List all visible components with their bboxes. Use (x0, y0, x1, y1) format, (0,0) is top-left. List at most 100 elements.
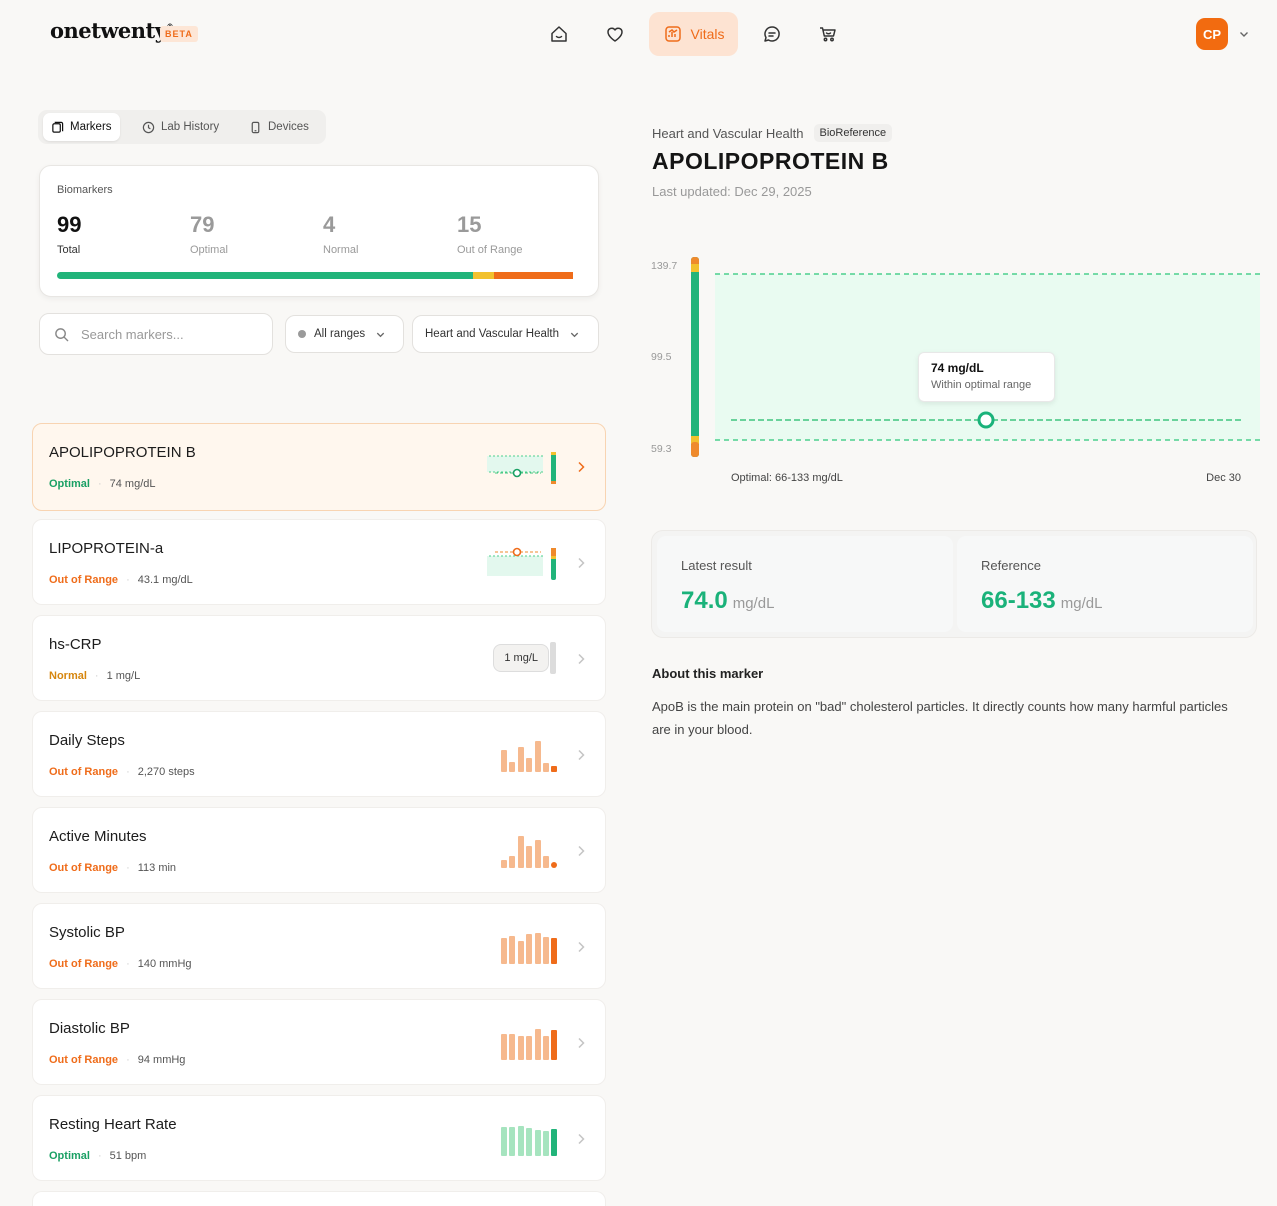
beta-badge: BETA (160, 26, 198, 42)
search-placeholder: Search markers... (81, 326, 184, 342)
nav-health-button[interactable] (593, 12, 637, 56)
chevron-right-icon (578, 749, 585, 761)
value-pill: 1 mg/L (493, 644, 549, 672)
nav-home-button[interactable] (537, 12, 581, 56)
marker-row-lipoprotein-a[interactable]: LIPOPROTEIN-a Out of Range · 43.1 mg/dL (32, 519, 606, 605)
bar-segment-normal (472, 272, 494, 279)
chevron-right-icon (578, 1133, 585, 1145)
chevron-right-icon (578, 461, 585, 473)
marker-row-hs-crp[interactable]: hs-CRP Normal · 1 mg/L 1 mg/L (32, 615, 606, 701)
bar-sparkline (487, 830, 559, 870)
cart-icon (820, 27, 836, 42)
status-badge: Out of Range (49, 958, 119, 970)
home-icon (551, 26, 567, 42)
marker-value: 113 min (137, 862, 177, 874)
marker-value: 140 mmHg (137, 958, 192, 970)
range-gauge-high (691, 257, 699, 266)
phone-icon (251, 121, 260, 133)
stat-total: 99 Total (57, 212, 82, 256)
y-tick-top: 139.7 (651, 260, 677, 272)
user-avatar[interactable]: CP (1196, 18, 1228, 50)
reference-card: Reference 66-133 mg/dL (957, 536, 1253, 632)
y-tick-bottom: 59.3 (651, 443, 672, 455)
marker-row-diastolic-bp[interactable]: Diastolic BP Out of Range · 94 mmHg (32, 999, 606, 1085)
heart-icon (607, 27, 623, 42)
markers-icon (52, 121, 64, 133)
chevron-right-icon (578, 1037, 585, 1049)
biomarkers-summary-card: Biomarkers 99 Total 79 Optimal 4 Normal … (39, 165, 599, 297)
search-icon (55, 327, 69, 341)
status-badge: Optimal (49, 478, 90, 490)
range-sparkline (487, 542, 559, 582)
nav-vitals-button[interactable]: Vitals (649, 12, 738, 56)
search-input[interactable]: Search markers... (39, 313, 273, 355)
marker-value: 2,270 steps (137, 766, 195, 778)
data-point (977, 411, 995, 429)
range-gauge-high-normal (691, 264, 699, 272)
detail-category: Heart and Vascular Health BioReference (652, 124, 893, 142)
detail-title: APOLIPOPROTEIN B (652, 148, 889, 174)
chevron-down-icon (570, 332, 579, 337)
marker-value: 74 mg/dL (109, 478, 156, 490)
status-badge: Out of Range (49, 766, 119, 778)
status-badge: Out of Range (49, 1054, 119, 1066)
last-updated: Last updated: Dec 29, 2025 (652, 184, 812, 199)
nav-shop-button[interactable] (806, 12, 850, 56)
chat-icon (764, 26, 780, 42)
stat-optimal: 79 Optimal (190, 212, 228, 256)
range-gauge-low (691, 442, 699, 457)
category-filter-dropdown[interactable]: Heart and Vascular Health (412, 315, 599, 353)
marker-value: 94 mmHg (137, 1054, 186, 1066)
optimal-range-label: Optimal: 66-133 mg/dL (731, 472, 843, 484)
stat-out-of-range: 15 Out of Range (457, 212, 523, 256)
bar-sparkline (487, 1118, 559, 1158)
chevron-down-icon[interactable] (1238, 28, 1250, 40)
y-tick-mid: 99.5 (651, 351, 672, 363)
marker-row-apolipoprotein-b[interactable]: APOLIPOPROTEIN B Optimal · 74 mg/dL (32, 423, 606, 511)
about-text: ApoB is the main protein on "bad" choles… (652, 699, 1228, 737)
marker-value: 43.1 mg/dL (137, 574, 193, 586)
range-gauge-low-normal (691, 436, 699, 444)
status-badge: Out of Range (49, 574, 119, 586)
chevron-down-icon (376, 332, 385, 337)
chevron-right-icon (578, 653, 585, 665)
top-bar: onetwenty® BETA Vitals CP (0, 0, 1277, 68)
x-date-label: Dec 30 (1206, 472, 1241, 484)
status-badge: Out of Range (49, 862, 119, 874)
chevron-right-icon (578, 557, 585, 569)
lab-badge: BioReference (813, 124, 893, 142)
marker-tabs: Markers Lab History Devices (38, 110, 326, 144)
marker-row-daily-steps[interactable]: Daily Steps Out of Range · 2,270 steps (32, 711, 606, 797)
bar-segment-optimal (57, 272, 473, 279)
latest-result-card: Latest result 74.0 mg/dL (657, 536, 953, 632)
marker-value: 1 mg/L (106, 670, 141, 682)
marker-value: 51 bpm (109, 1150, 147, 1162)
bar-segment-out-of-range (493, 272, 573, 279)
results-summary: Latest result 74.0 mg/dL Reference 66-133… (651, 530, 1257, 638)
range-gauge-optimal (691, 257, 699, 457)
marker-row-resting-heart-rate[interactable]: Resting Heart Rate Optimal · 51 bpm (32, 1095, 606, 1181)
tab-markers[interactable]: Markers (43, 113, 120, 141)
chevron-right-icon (578, 941, 585, 953)
status-badge: Normal (49, 670, 87, 682)
range-filter-dropdown[interactable]: All ranges (285, 315, 404, 353)
status-badge: Optimal (49, 1150, 90, 1162)
stat-normal: 4 Normal (323, 212, 359, 256)
tab-devices[interactable]: Devices (241, 113, 317, 141)
bar-sparkline (487, 926, 559, 966)
clock-icon (142, 121, 155, 133)
marker-row-active-minutes[interactable]: Active Minutes Out of Range · 113 min (32, 807, 606, 893)
vitals-chart-icon (664, 26, 681, 42)
main-nav: Vitals (0, 12, 1277, 56)
biomarkers-title: Biomarkers (57, 184, 113, 196)
about-title: About this marker (652, 666, 764, 681)
bar-sparkline (487, 1022, 559, 1062)
marker-row-systolic-bp[interactable]: Systolic BP Out of Range · 140 mmHg (32, 903, 606, 989)
marker-row-partial[interactable] (32, 1191, 606, 1206)
distribution-bar (57, 272, 578, 279)
nav-messages-button[interactable] (750, 12, 794, 56)
value-tooltip: 74 mg/dL Within optimal range (918, 352, 1055, 402)
value-pill-viz: 1 mg/L (487, 638, 559, 678)
tab-lab-history[interactable]: Lab History (134, 113, 227, 141)
range-dot-icon (298, 330, 306, 338)
